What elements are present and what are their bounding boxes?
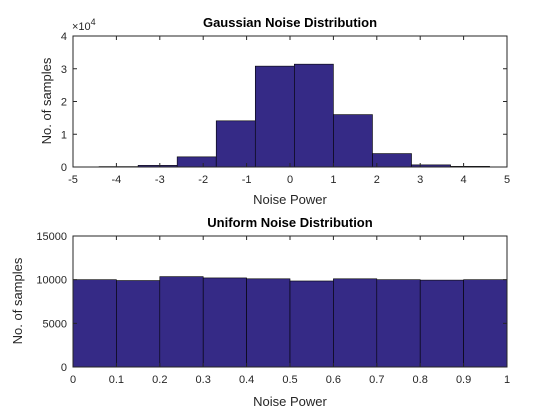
uniform-x-tick-label: 0.9 <box>456 374 471 386</box>
gaussian-bar <box>176 156 217 168</box>
gaussian-axes-box <box>72 35 508 168</box>
uniform-x-tick-label: 1 <box>504 374 510 386</box>
gaussian-x-tick-label: 5 <box>504 174 510 186</box>
gaussian-x-tick-label: 2 <box>374 174 380 186</box>
uniform-bar <box>116 280 161 368</box>
gaussian-y-axis-label: No. of samples <box>39 57 54 144</box>
gaussian-y-exponent-base: ×10 <box>72 21 91 33</box>
gaussian-x-tick-label: -3 <box>155 174 165 186</box>
uniform-x-tick-label: 0.8 <box>413 374 428 386</box>
uniform-bar <box>463 279 508 368</box>
uniform-axes-box <box>72 235 508 368</box>
gaussian-x-tick-label: -5 <box>68 174 78 186</box>
uniform-x-axis-label: Noise Power <box>253 394 327 409</box>
uniform-bar <box>376 279 421 368</box>
uniform-bar <box>202 277 247 368</box>
uniform-chart-title: Uniform Noise Distribution <box>207 215 372 230</box>
gaussian-x-tick-label: 0 <box>287 174 293 186</box>
uniform-x-tick-label: 0.7 <box>369 374 384 386</box>
gaussian-y-tick-label: 3 <box>61 64 67 76</box>
gaussian-x-tick-label: 1 <box>330 174 336 186</box>
uniform-y-tick-label: 10000 <box>36 275 67 287</box>
gaussian-x-tick-label: -1 <box>242 174 252 186</box>
gaussian-y-tick-label: 0 <box>61 162 67 174</box>
gaussian-bar <box>215 120 256 168</box>
uniform-bars <box>72 276 508 368</box>
gaussian-y-tick-label: 1 <box>61 129 67 141</box>
gaussian-bar <box>294 63 334 168</box>
uniform-x-tick-label: 0.5 <box>282 374 297 386</box>
gaussian-chart-title: Gaussian Noise Distribution <box>203 15 377 30</box>
gaussian-ticks <box>72 35 508 168</box>
uniform-x-tick-label: 0.6 <box>326 374 341 386</box>
gaussian-bar <box>254 65 295 168</box>
uniform-bar <box>246 278 291 368</box>
uniform-panel: Uniform Noise Distribution 0 0.1 0.2 0.3 0.4… <box>10 215 510 409</box>
gaussian-tick-labels: -5 -4 -3 -2 -1 0 1 2 3 4 5 0 1 2 3 4 <box>61 31 510 186</box>
gaussian-y-tick-label: 4 <box>61 31 67 43</box>
uniform-bar <box>419 279 464 368</box>
uniform-tick-labels: 0 0.1 0.2 0.3 0.4 0.5 0.6 0.7 0.8 0.9 1 0 5000 10000 1… <box>36 231 510 386</box>
uniform-y-tick-label: 5000 <box>43 318 67 330</box>
uniform-y-tick-label: 0 <box>61 362 67 374</box>
uniform-bar <box>333 278 378 368</box>
uniform-y-axis-label: No. of samples <box>10 257 25 344</box>
gaussian-bar <box>333 114 373 168</box>
gaussian-panel: Gaussian Noise Distribution -5 -4 -3 -2 -1 0 1… <box>39 15 510 207</box>
gaussian-x-tick-label: -2 <box>198 174 208 186</box>
uniform-x-tick-label: 0.4 <box>239 374 254 386</box>
gaussian-x-tick-label: -4 <box>112 174 122 186</box>
gaussian-y-exponent-power: 4 <box>91 17 96 27</box>
uniform-x-tick-label: 0.1 <box>109 374 124 386</box>
uniform-bar <box>72 279 117 368</box>
gaussian-x-tick-label: 4 <box>461 174 467 186</box>
gaussian-bars <box>98 63 490 168</box>
uniform-x-tick-label: 0.2 <box>152 374 167 386</box>
uniform-x-tick-label: 0 <box>70 374 76 386</box>
gaussian-y-exponent: ×104 <box>72 17 96 33</box>
uniform-bar <box>289 280 334 368</box>
gaussian-y-tick-label: 2 <box>61 97 67 109</box>
gaussian-bar <box>372 153 412 168</box>
uniform-x-tick-label: 0.3 <box>196 374 211 386</box>
uniform-y-tick-label: 15000 <box>36 231 67 243</box>
gaussian-x-tick-label: 3 <box>417 174 423 186</box>
uniform-bar <box>159 276 204 368</box>
gaussian-x-axis-label: Noise Power <box>253 192 327 207</box>
